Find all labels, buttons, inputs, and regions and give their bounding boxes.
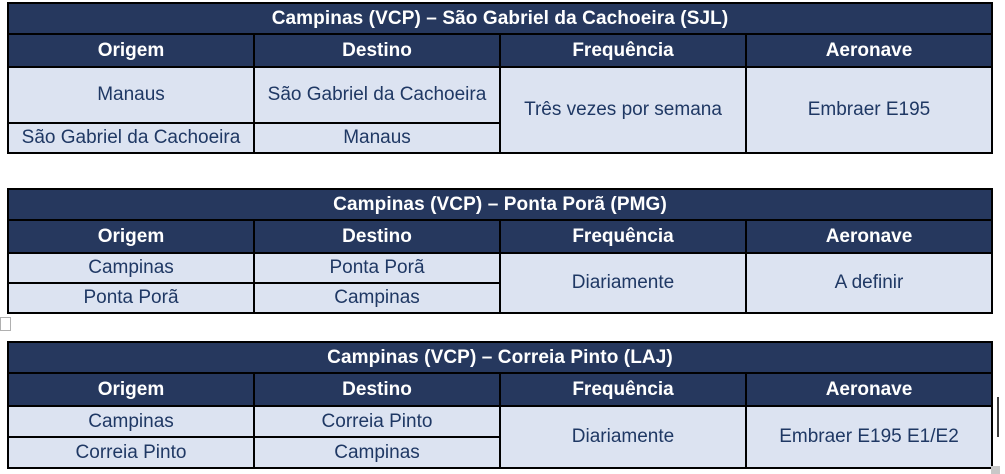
cell-destino: Ponta Porã: [253, 252, 501, 284]
table-title: Campinas (VCP) – São Gabriel da Cachoeir…: [7, 2, 993, 35]
cell-origem: Correia Pinto: [7, 436, 255, 469]
column-header-destino: Destino: [253, 372, 501, 407]
table-header-row: Origem Destino Frequência Aeronave: [7, 33, 993, 68]
column-header-origem: Origem: [7, 219, 255, 254]
cell-destino: Campinas: [253, 282, 501, 314]
table-title-row: Campinas (VCP) – Correia Pinto (LAJ): [7, 341, 993, 374]
column-header-aeronave: Aeronave: [745, 372, 993, 407]
table-title-row: Campinas (VCP) – São Gabriel da Cachoeir…: [7, 2, 993, 35]
column-header-frequencia: Frequência: [499, 372, 747, 407]
column-header-aeronave: Aeronave: [745, 219, 993, 254]
table-row: Correia Pinto Campinas: [7, 436, 992, 469]
column-header-destino: Destino: [253, 33, 501, 68]
flight-table-laj: Campinas (VCP) – Correia Pinto (LAJ) Ori…: [7, 341, 993, 469]
table-row: Ponta Porã Campinas: [7, 282, 992, 314]
column-header-frequencia: Frequência: [499, 219, 747, 254]
flight-table-pmg: Campinas (VCP) – Ponta Porã (PMG) Origem…: [7, 188, 993, 314]
cell-frequencia: Diariamente: [499, 405, 747, 469]
cell-aeronave: Embraer E195 E1/E2: [745, 405, 993, 469]
cell-origem: Campinas: [7, 252, 255, 284]
table-row: São Gabriel da Cachoeira Manaus: [7, 122, 992, 154]
column-header-destino: Destino: [253, 219, 501, 254]
cell-frequencia: Diariamente: [499, 252, 747, 314]
stray-vertical-rule: [997, 397, 999, 437]
column-header-aeronave: Aeronave: [745, 33, 993, 68]
cell-origem: São Gabriel da Cachoeira: [7, 122, 255, 154]
stray-selection-marker: [0, 317, 11, 331]
flight-table-sjl: Campinas (VCP) – São Gabriel da Cachoeir…: [7, 2, 993, 154]
table-header-row: Origem Destino Frequência Aeronave: [7, 372, 993, 407]
cell-destino: Campinas: [253, 436, 501, 469]
column-header-origem: Origem: [7, 372, 255, 407]
cell-origem: Manaus: [7, 66, 255, 124]
cell-origem: Campinas: [7, 405, 255, 438]
cell-destino: Correia Pinto: [253, 405, 501, 438]
cell-aeronave: Embraer E195: [745, 66, 993, 154]
column-header-frequencia: Frequência: [499, 33, 747, 68]
column-header-origem: Origem: [7, 33, 255, 68]
table-title-row: Campinas (VCP) – Ponta Porã (PMG): [7, 188, 993, 221]
table-header-row: Origem Destino Frequência Aeronave: [7, 219, 993, 254]
table-title: Campinas (VCP) – Correia Pinto (LAJ): [7, 341, 993, 374]
cell-origem: Ponta Porã: [7, 282, 255, 314]
cell-frequencia: Três vezes por semana: [499, 66, 747, 154]
stray-corner-marker: [991, 466, 1000, 474]
table-row: Campinas Ponta Porã Diariamente A defini…: [7, 252, 993, 314]
table-row: Manaus São Gabriel da Cachoeira Três vez…: [7, 66, 993, 154]
cell-destino: Manaus: [253, 122, 501, 154]
cell-destino: São Gabriel da Cachoeira: [253, 66, 501, 124]
table-title: Campinas (VCP) – Ponta Porã (PMG): [7, 188, 993, 221]
table-row: Campinas Correia Pinto Diariamente Embra…: [7, 405, 993, 469]
cell-aeronave: A definir: [745, 252, 993, 314]
